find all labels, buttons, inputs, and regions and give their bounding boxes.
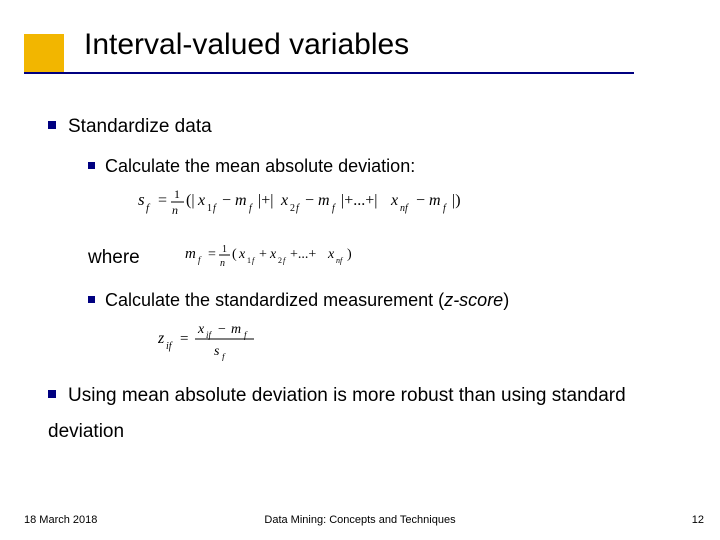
- bullet-text: Standardize data: [68, 116, 212, 137]
- svg-text:−: −: [222, 192, 231, 209]
- svg-text:+: +: [259, 247, 267, 262]
- svg-text:if: if: [166, 341, 173, 352]
- svg-text:x: x: [197, 322, 205, 337]
- svg-text:m: m: [429, 192, 441, 209]
- footer-page: 12: [692, 514, 704, 526]
- svg-text:f: f: [222, 352, 226, 361]
- svg-text:=: =: [180, 331, 188, 347]
- svg-text:m: m: [185, 246, 196, 262]
- title-underline: [24, 72, 634, 74]
- svg-text:|): |): [452, 192, 461, 209]
- bullet-robust: Using mean absolute deviation is more ro…: [48, 378, 690, 450]
- svg-text:f: f: [198, 255, 202, 265]
- svg-text:(|: (|: [186, 192, 195, 209]
- svg-text:−: −: [218, 322, 226, 337]
- svg-text:(: (: [232, 247, 237, 262]
- bullet-text-post: ): [503, 290, 509, 310]
- svg-text:n: n: [172, 203, 178, 217]
- svg-text:=: =: [158, 192, 167, 209]
- svg-text:x: x: [280, 192, 288, 209]
- svg-text:z: z: [158, 330, 165, 347]
- bullet-text: Calculate the mean absolute deviation:: [105, 156, 415, 176]
- bullet-calc-zscore: Calculate the standardized measurement (…: [88, 290, 690, 311]
- svg-text:nf: nf: [336, 256, 344, 265]
- where-label: where: [88, 247, 140, 269]
- bullet-icon: [48, 121, 56, 129]
- svg-text:f: f: [443, 203, 447, 214]
- svg-text:|+|: |+|: [258, 192, 273, 209]
- svg-text:m: m: [235, 192, 247, 209]
- svg-text:f: f: [146, 202, 151, 214]
- svg-text:x: x: [238, 247, 246, 262]
- svg-text:f: f: [296, 203, 300, 214]
- bullet-icon: [88, 162, 95, 169]
- slide: Interval-valued variables Standardize da…: [0, 0, 720, 540]
- svg-text:f: f: [249, 203, 253, 214]
- svg-text:−: −: [416, 192, 425, 209]
- svg-text:): ): [347, 247, 352, 262]
- svg-text:s: s: [214, 344, 220, 359]
- footer-center: Data Mining: Concepts and Techniques: [0, 514, 720, 526]
- bullet-text-em: z-score: [444, 290, 503, 310]
- bullet-icon: [88, 296, 95, 303]
- svg-text:1: 1: [222, 244, 227, 255]
- svg-text:s: s: [138, 190, 145, 209]
- where-row: where m f = 1 n ( x 1 f + x 2 f +: [88, 240, 690, 276]
- bullet-text: Using mean absolute deviation is more ro…: [48, 385, 626, 442]
- svg-text:m: m: [231, 322, 241, 337]
- svg-text:1: 1: [207, 203, 212, 214]
- svg-text:2: 2: [278, 256, 282, 265]
- svg-text:=: =: [208, 247, 216, 262]
- formula-sf: s f = 1 n (| x 1 f − m f |+| x 2 f − m f: [138, 183, 690, 226]
- bullet-standardize: Standardize data: [48, 108, 690, 146]
- svg-text:2: 2: [290, 203, 295, 214]
- slide-title: Interval-valued variables: [84, 28, 409, 62]
- svg-text:|+...+|: |+...+|: [341, 192, 377, 209]
- svg-text:nf: nf: [400, 203, 409, 214]
- svg-text:x: x: [390, 192, 398, 209]
- svg-text:1: 1: [174, 187, 180, 201]
- svg-text:x: x: [197, 192, 205, 209]
- svg-text:f: f: [332, 203, 336, 214]
- svg-text:f: f: [213, 203, 217, 214]
- svg-text:m: m: [318, 192, 330, 209]
- svg-text:1: 1: [247, 256, 251, 265]
- bullet-calc-mad: Calculate the mean absolute deviation:: [88, 156, 690, 177]
- bullet-text-pre: Calculate the standardized measurement (: [105, 290, 444, 310]
- svg-text:n: n: [220, 258, 225, 269]
- slide-body: Standardize data Calculate the mean abso…: [48, 108, 690, 458]
- svg-text:x: x: [269, 247, 277, 262]
- formula-zif: z if = x if − m f s f: [158, 317, 690, 366]
- svg-text:+...+: +...+: [290, 247, 316, 262]
- accent-block: [24, 34, 64, 72]
- svg-text:f: f: [252, 256, 256, 265]
- svg-text:x: x: [327, 247, 335, 262]
- svg-text:−: −: [305, 192, 314, 209]
- svg-text:f: f: [283, 256, 287, 265]
- formula-mf: m f = 1 n ( x 1 f + x 2 f +...+ x nf: [185, 240, 405, 276]
- bullet-icon: [48, 390, 56, 398]
